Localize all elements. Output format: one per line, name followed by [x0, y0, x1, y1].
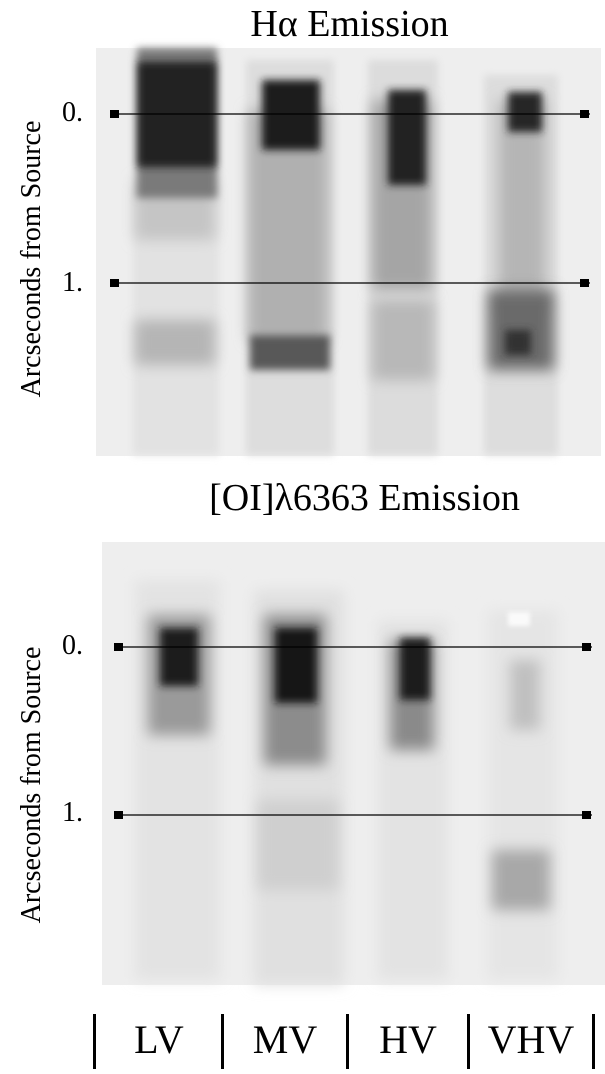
velocity-label-hv: HV [379, 1017, 437, 1062]
line-marker [114, 811, 123, 819]
oi-hv-column [378, 620, 448, 980]
velocity-label-mv: MV [252, 1017, 318, 1062]
oi-lv-column [135, 580, 220, 980]
separator [346, 1014, 349, 1069]
separator [592, 1014, 595, 1069]
separator [467, 1014, 470, 1069]
tick-label-1-bottom: 1. [62, 797, 83, 828]
tick-label-0-top: 0. [62, 97, 83, 128]
velocity-label-lv: LV [134, 1017, 184, 1062]
halpha-lv-column [133, 48, 219, 455]
oi-vhv-column [488, 610, 558, 980]
line-marker [582, 643, 591, 651]
halpha-mv-column [246, 60, 334, 455]
velocity-bins: LV MV HV VHV [0, 1012, 605, 1074]
line-marker [582, 811, 591, 819]
line-marker [110, 279, 119, 287]
halpha-vhv-column [484, 75, 558, 455]
oi-image-panel [102, 542, 605, 985]
separator [221, 1014, 224, 1069]
line-marker [580, 110, 589, 118]
tick-label-1-top: 1. [62, 267, 83, 298]
panel-title-halpha: Hα Emission [250, 3, 449, 45]
halpha-image-panel [96, 48, 601, 456]
oi-mv-column [254, 590, 344, 985]
line-marker [114, 643, 123, 651]
line-marker [580, 279, 589, 287]
panel-title-oi: [OI]λ6363 Emission [209, 477, 520, 519]
tick-label-0-bottom: 0. [62, 630, 83, 661]
separator [93, 1014, 96, 1069]
line-marker [110, 110, 119, 118]
velocity-label-vhv: VHV [487, 1017, 575, 1062]
halpha-hv-column [368, 60, 438, 455]
